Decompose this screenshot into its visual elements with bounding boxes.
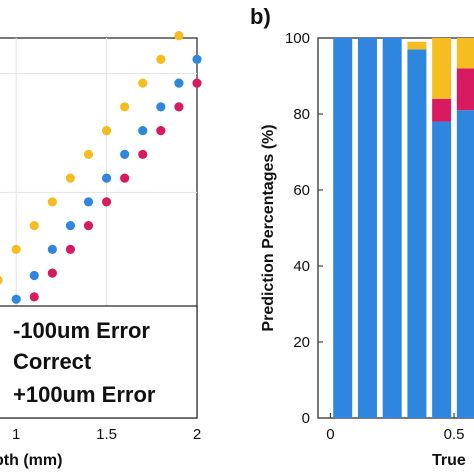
stacked-bar-segment [456, 38, 474, 69]
legend-box [0, 305, 198, 419]
stacked-bar-segment [456, 110, 474, 418]
scatter-point [47, 197, 57, 207]
scatter-point [174, 31, 184, 41]
scatter-point [83, 149, 94, 159]
scatter-point [156, 126, 166, 136]
scatter-x-tick-label: 1 [12, 426, 20, 443]
stacked-bar-segment [333, 38, 353, 418]
scatter-point [47, 268, 57, 278]
scatter-point [120, 149, 130, 159]
scatter-point [65, 244, 76, 254]
bar-x-axis-label: True [432, 452, 466, 469]
scatter-point [11, 294, 21, 304]
scatter-point [192, 78, 202, 88]
legend-entry-correct: Correct [13, 349, 92, 374]
scatter-point [192, 54, 202, 64]
scatter-point [174, 78, 184, 88]
scatter-point [47, 244, 57, 254]
scatter-point [120, 102, 130, 112]
stacked-bars [333, 38, 474, 419]
scatter-point [101, 173, 112, 183]
stacked-bar-segment [432, 38, 452, 99]
scatter-point [174, 102, 184, 112]
scatter-point [29, 221, 39, 231]
scatter-point [29, 270, 39, 281]
stacked-bar-segment [407, 49, 427, 419]
bar-x-ticks: 0 0.5 [326, 413, 464, 443]
stacked-bar-segment [456, 68, 474, 111]
panel-label-b: b) [250, 4, 271, 29]
scatter-point [101, 126, 112, 136]
scatter-legend: -100um Error Correct +100um Error [0, 305, 198, 419]
scatter-point [83, 221, 94, 231]
bar-x-tick-label: 0 [326, 426, 334, 443]
stacked-bar-segment [407, 41, 427, 50]
scatter-point [11, 244, 21, 254]
stacked-bar-segment [357, 38, 377, 418]
scatter-points [0, 31, 202, 351]
scatter-point [0, 276, 3, 285]
bar-y-tick-label: 20 [293, 334, 310, 351]
scatter-point [120, 173, 130, 183]
scatter-point [29, 292, 39, 302]
scatter-x-axis-label: pth (mm) [0, 452, 62, 469]
scatter-panel: 1 1.5 2 pth (mm) -100um Error Correct +100… [0, 31, 202, 469]
scatter-point [138, 149, 148, 159]
scatter-point [83, 197, 94, 207]
scatter-point [101, 197, 112, 207]
bar-y-tick-label: 100 [285, 30, 310, 47]
scatter-point [65, 173, 76, 183]
stacked-bar-segment [432, 98, 452, 122]
scatter-point [156, 54, 166, 64]
bar-y-tick-label: 80 [293, 106, 310, 123]
scatter-point [65, 221, 76, 231]
bar-y-tick-label: 40 [293, 258, 310, 275]
scatter-x-tick-label: 2 [193, 426, 201, 443]
stacked-bar-segment [382, 38, 402, 418]
scatter-x-tick-label: 1.5 [96, 426, 117, 443]
scatter-point [138, 126, 148, 136]
legend-entry-plus-100um: +100um Error [13, 382, 156, 407]
stacked-bar-segment [432, 121, 452, 418]
bar-x-tick-label: 0.5 [444, 426, 465, 443]
scatter-point [156, 102, 166, 112]
bar-y-tick-label: 0 [302, 410, 310, 427]
bar-y-axis-label: Prediction Percentages (%) [260, 124, 277, 331]
bar-y-tick-label: 60 [293, 182, 310, 199]
bar-y-ticks: 0 20 40 60 80 100 [285, 30, 323, 427]
scatter-point [138, 78, 148, 88]
legend-entry-minus-100um: -100um Error [13, 318, 150, 343]
